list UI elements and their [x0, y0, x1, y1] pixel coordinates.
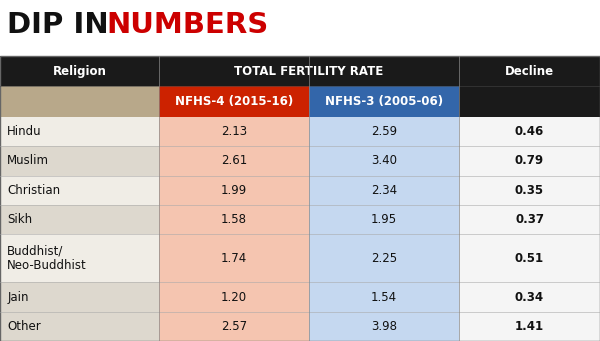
Text: 2.13: 2.13 — [221, 125, 247, 138]
Bar — [309, 86, 459, 117]
Bar — [459, 86, 600, 117]
Text: 1.20: 1.20 — [221, 291, 247, 303]
Text: NUMBERS: NUMBERS — [107, 11, 269, 39]
Text: 0.34: 0.34 — [515, 291, 544, 303]
Text: 0.37: 0.37 — [515, 213, 544, 226]
Text: 0.79: 0.79 — [515, 154, 544, 167]
Bar — [459, 176, 600, 205]
Bar — [0, 176, 159, 205]
Text: NFHS-3 (2005-06): NFHS-3 (2005-06) — [325, 95, 443, 108]
Bar — [159, 146, 309, 176]
Bar — [159, 282, 309, 312]
Bar — [459, 205, 600, 234]
Bar — [159, 176, 309, 205]
Text: 1.41: 1.41 — [515, 320, 544, 333]
Text: 2.59: 2.59 — [371, 125, 397, 138]
Text: Religion: Religion — [53, 65, 106, 78]
Text: Other: Other — [7, 320, 41, 333]
Text: 2.34: 2.34 — [371, 184, 397, 197]
Bar — [309, 205, 459, 234]
Bar — [0, 205, 159, 234]
Text: 0.51: 0.51 — [515, 252, 544, 265]
Bar — [0, 312, 159, 341]
Text: 1.54: 1.54 — [371, 291, 397, 303]
Text: Jain: Jain — [7, 291, 29, 303]
Bar — [159, 312, 309, 341]
Text: Muslim: Muslim — [7, 154, 49, 167]
Text: 1.58: 1.58 — [221, 213, 247, 226]
Bar — [459, 56, 600, 86]
Bar — [159, 117, 309, 146]
Bar — [0, 282, 159, 312]
Text: DIP IN: DIP IN — [7, 11, 119, 39]
Text: 0.35: 0.35 — [515, 184, 544, 197]
Text: 2.25: 2.25 — [371, 252, 397, 265]
Bar — [309, 146, 459, 176]
Text: 0.46: 0.46 — [515, 125, 544, 138]
Text: Hindu: Hindu — [7, 125, 42, 138]
Bar — [159, 205, 309, 234]
Text: 1.99: 1.99 — [221, 184, 247, 197]
Bar — [459, 117, 600, 146]
Text: 2.61: 2.61 — [221, 154, 247, 167]
Text: 2.57: 2.57 — [221, 320, 247, 333]
Text: 3.40: 3.40 — [371, 154, 397, 167]
Text: 1.74: 1.74 — [221, 252, 247, 265]
Bar — [309, 176, 459, 205]
Text: NFHS-4 (2015-16): NFHS-4 (2015-16) — [175, 95, 293, 108]
Bar — [0, 146, 159, 176]
Text: 1.95: 1.95 — [371, 213, 397, 226]
Bar — [459, 282, 600, 312]
Text: TOTAL FERTILITY RATE: TOTAL FERTILITY RATE — [235, 65, 383, 78]
Text: Buddhist/
Neo-Buddhist: Buddhist/ Neo-Buddhist — [7, 244, 87, 272]
Text: Christian: Christian — [7, 184, 61, 197]
Bar — [0, 56, 159, 86]
Bar — [459, 146, 600, 176]
Text: Decline: Decline — [505, 65, 554, 78]
Bar — [309, 312, 459, 341]
Bar — [0, 117, 159, 146]
Bar — [309, 117, 459, 146]
Bar — [459, 312, 600, 341]
Bar — [159, 56, 459, 86]
Bar — [309, 282, 459, 312]
Bar — [159, 86, 309, 117]
Text: 3.98: 3.98 — [371, 320, 397, 333]
Bar — [0, 86, 159, 117]
Text: Sikh: Sikh — [7, 213, 32, 226]
